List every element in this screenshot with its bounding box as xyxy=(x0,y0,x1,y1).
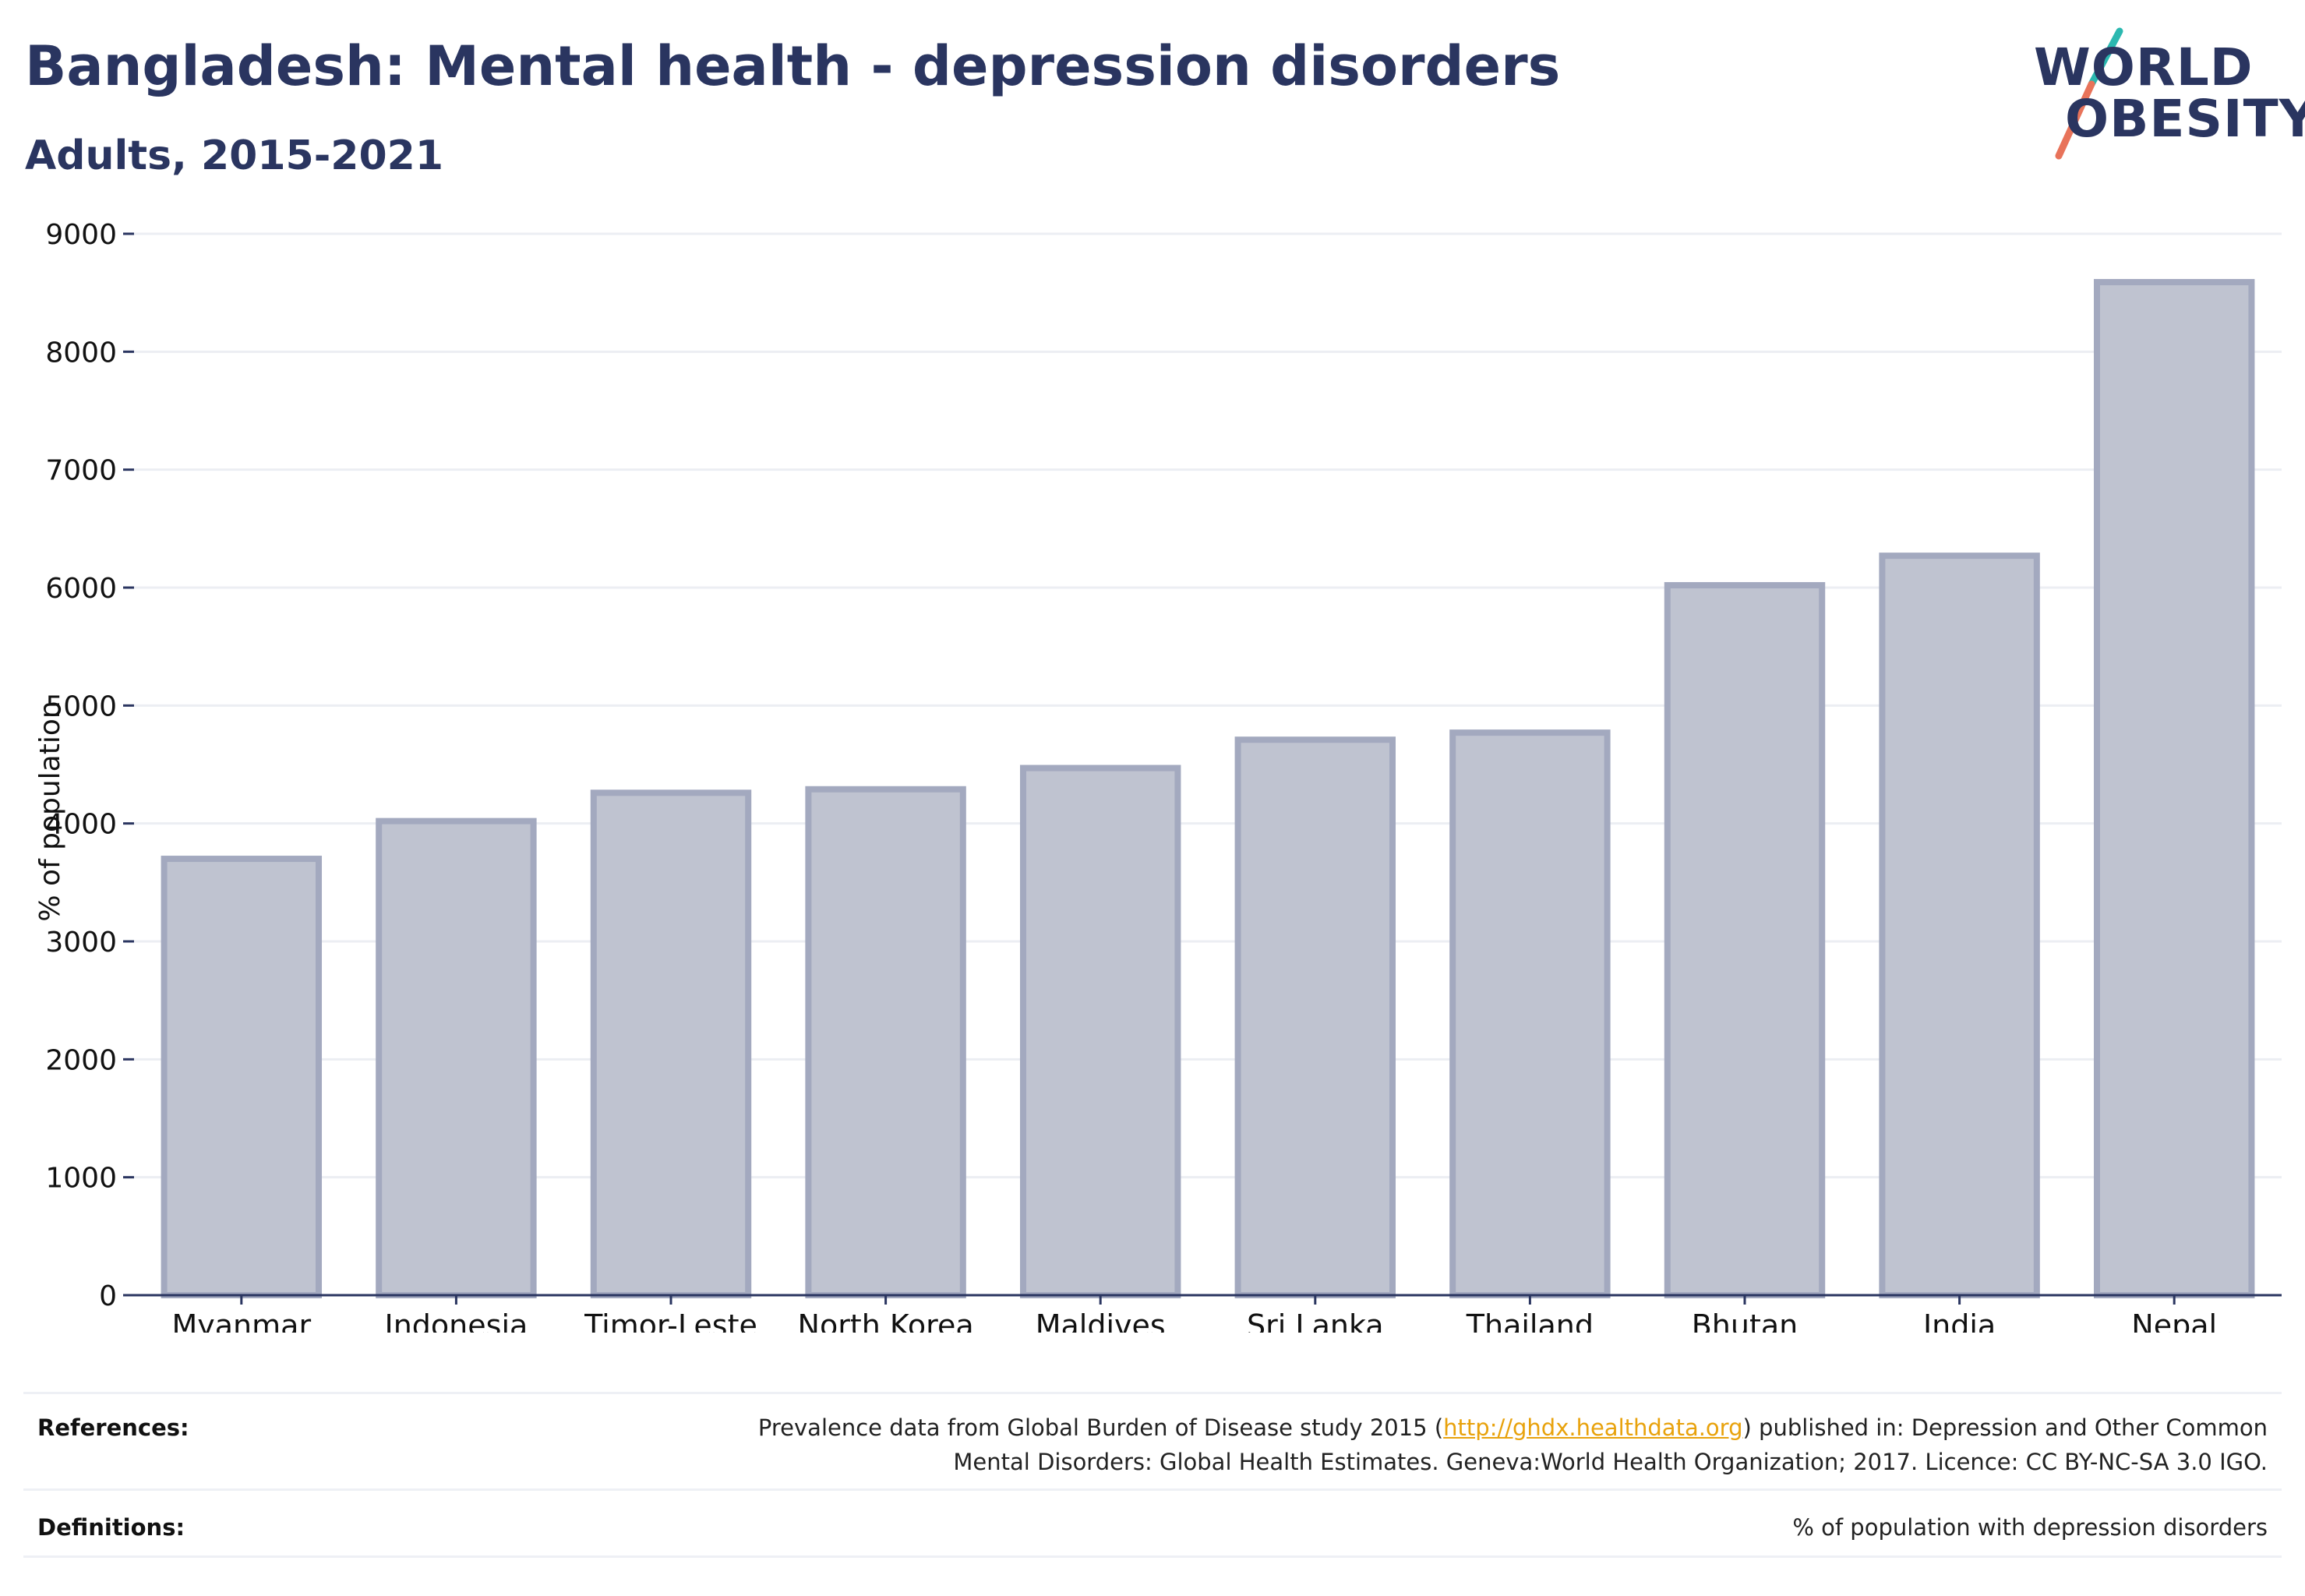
x-tick-label: Indonesia xyxy=(385,1308,528,1333)
references-text: Prevalence data from Global Burden of Di… xyxy=(758,1411,2268,1479)
definitions-text: % of population with depression disorder… xyxy=(1792,1514,2268,1541)
y-tick-label: 6000 xyxy=(45,573,117,605)
y-axis-ticks: 0 1000 2000 3000 4000 5000 6000 7000 8000 9000 xyxy=(45,219,134,1312)
y-tick-label: 5000 xyxy=(45,690,117,722)
bar xyxy=(161,856,323,1298)
x-tick-label: Sri Lanka xyxy=(1247,1308,1384,1333)
references-after: ) published in: Depression and Other Com… xyxy=(1742,1414,2268,1441)
x-tick-label: India xyxy=(1923,1308,1996,1333)
definitions-label: Definitions: xyxy=(37,1514,185,1541)
bar xyxy=(805,786,966,1298)
x-tick-label: Myanmar xyxy=(172,1308,312,1333)
bar xyxy=(2093,279,2255,1299)
y-tick-label: 8000 xyxy=(45,337,117,369)
chart-subtitle: Adults, 2015-2021 xyxy=(25,132,444,179)
x-tick-label: Nepal xyxy=(2131,1308,2217,1333)
bar xyxy=(1879,553,2040,1298)
bar xyxy=(1019,764,1181,1298)
x-axis-ticks: Myanmar Indonesia Timor-Leste North Korea Ma… xyxy=(172,1295,2217,1333)
y-tick-label: 9000 xyxy=(45,219,117,251)
x-tick-label: Timor-Leste xyxy=(584,1308,757,1333)
y-tick-label: 4000 xyxy=(45,809,117,841)
y-tick-label: 1000 xyxy=(45,1163,117,1195)
references-line-1: Prevalence data from Global Burden of Di… xyxy=(758,1411,2268,1445)
logo-word-obesity: OBESITY xyxy=(2065,89,2305,149)
bar xyxy=(1234,736,1396,1298)
x-tick-label: Bhutan xyxy=(1692,1308,1798,1333)
x-tick-label: Thailand xyxy=(1466,1308,1594,1333)
bars xyxy=(161,279,2255,1299)
logo-word-world: WORLD xyxy=(2034,37,2254,97)
logo-slash-icon xyxy=(2055,27,2123,160)
x-tick-label: Maldives xyxy=(1036,1308,1166,1333)
references-link[interactable]: http://ghdx.healthdata.org xyxy=(1443,1414,1743,1441)
footer-divider-top xyxy=(23,1392,2282,1394)
y-tick-label: 7000 xyxy=(45,455,117,487)
chart-title: Bangladesh: Mental health - depression d… xyxy=(25,34,1561,98)
bar xyxy=(1449,729,1611,1298)
references-line-2: Mental Disorders: Global Health Estimate… xyxy=(953,1449,2268,1475)
bar xyxy=(376,817,537,1298)
footer-divider-bottom xyxy=(23,1555,2282,1558)
bar-chart: 0 1000 2000 3000 4000 5000 6000 7000 8000 9000 My… xyxy=(34,219,2282,1333)
references-label: References: xyxy=(37,1414,189,1441)
bar xyxy=(590,789,752,1298)
references-row: References: Prevalence data from Global … xyxy=(23,1411,2282,1488)
logo-slash-top xyxy=(2088,27,2123,88)
x-tick-label: North Korea xyxy=(798,1308,974,1333)
y-axis-label: % of population xyxy=(34,701,66,921)
references-before: Prevalence data from Global Burden of Di… xyxy=(757,1414,1444,1441)
y-tick-label: 2000 xyxy=(45,1044,117,1076)
world-obesity-logo: WORLD OBESITY xyxy=(2010,23,2305,164)
bar xyxy=(1664,581,1826,1298)
y-tick-label: 3000 xyxy=(45,927,117,959)
definitions-row: Definitions: % of population with depres… xyxy=(23,1510,2282,1549)
logo-slash-bottom xyxy=(2055,80,2095,160)
y-tick-label: 0 xyxy=(99,1280,117,1312)
footer-divider-middle xyxy=(23,1488,2282,1491)
